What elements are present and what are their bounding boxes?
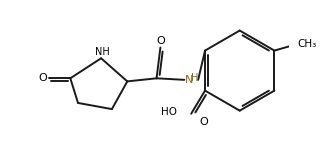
Text: O: O (199, 117, 208, 127)
Text: O: O (38, 73, 47, 83)
Text: NH: NH (95, 47, 109, 57)
Text: H: H (191, 73, 199, 83)
Text: HO: HO (161, 107, 177, 117)
Text: O: O (156, 36, 165, 46)
Text: N: N (185, 75, 193, 85)
Text: CH₃: CH₃ (298, 39, 317, 49)
